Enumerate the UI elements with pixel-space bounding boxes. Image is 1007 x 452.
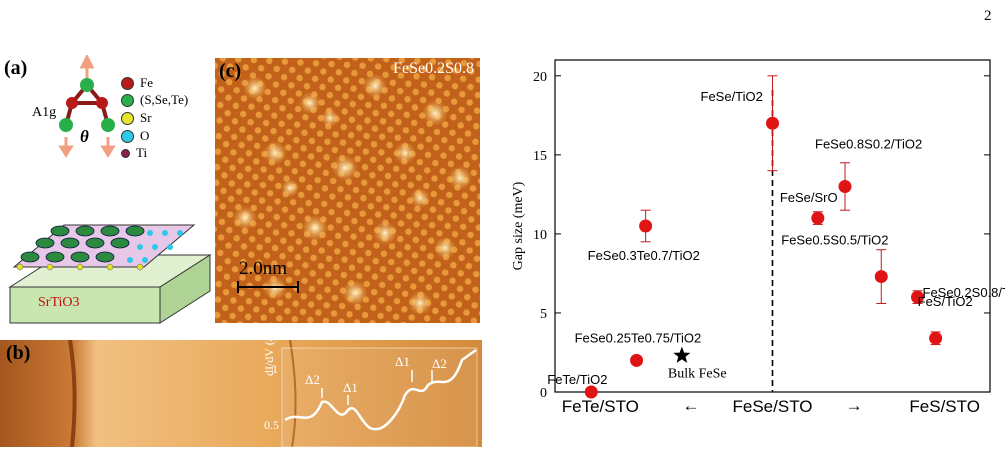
panel-c-label: (c) xyxy=(219,60,242,82)
data-point xyxy=(929,331,943,345)
x-category-label: FeSe/STO xyxy=(733,397,813,416)
spectra-ytick-1: 1 xyxy=(272,362,278,376)
spectra-ytick-0p5: 0.5 xyxy=(264,418,279,432)
data-point xyxy=(838,179,852,193)
peak-label-delta1-right: Δ1 xyxy=(395,354,410,369)
legend-sr: Sr xyxy=(121,110,152,126)
peak-label-delta1-left: Δ1 xyxy=(343,380,358,395)
legend-chalcogen: (S,Se,Te) xyxy=(121,92,188,108)
panel-a-label: (a) xyxy=(4,57,28,79)
data-point xyxy=(766,116,779,130)
y-tick-label: 0 xyxy=(540,386,547,401)
o-dot-icon xyxy=(121,129,134,143)
data-point-label: FeTe/TiO2 xyxy=(547,372,607,387)
data-point-label: FeSe0.25Te0.75/TiO2 xyxy=(575,330,702,345)
ti-dot-icon xyxy=(121,148,130,158)
legend-label: (S,Se,Te) xyxy=(140,92,189,107)
x-category-label: FeS/STO xyxy=(909,397,980,416)
panel-c-stm-image: (c) FeSe0.2S0.8 2.0nm xyxy=(215,58,480,323)
data-point xyxy=(639,219,653,233)
y-tick-label: 15 xyxy=(533,149,547,164)
star-marker-icon xyxy=(673,346,691,363)
scalebar-label: 2.0nm xyxy=(239,258,288,279)
data-point-label: FeSe/TiO2 xyxy=(701,89,763,104)
reference-label: Bulk FeSe xyxy=(668,367,727,382)
arrow-left-icon: ← xyxy=(682,396,699,415)
gap-size-chart: 0 5 10 15 20 Gap size (meV) FeTe/STO FeSe/STO Fe… xyxy=(500,50,1007,447)
y-axis-label: Gap size (meV) xyxy=(511,181,526,270)
substrate-label: SrTiO3 xyxy=(38,295,80,310)
chalcogen-dot-icon xyxy=(121,93,134,107)
peak-label-delta2-left: Δ2 xyxy=(305,372,320,387)
data-point-label: FeSe0.2S0.8/TiO2 xyxy=(923,285,1006,300)
legend-label: Sr xyxy=(140,110,152,125)
data-point-label: FeSe0.3Te0.7/TiO2 xyxy=(588,248,700,263)
fe-dot-icon xyxy=(121,76,134,90)
data-point-label: FeSe0.8S0.2/TiO2 xyxy=(815,136,922,151)
legend-o: O xyxy=(121,128,149,144)
panel-b-label: (b) xyxy=(6,342,31,364)
data-point xyxy=(911,290,924,304)
legend-fe: Fe xyxy=(121,75,153,91)
stm-topograph xyxy=(215,58,480,323)
data-point xyxy=(630,353,644,367)
y-tick-label: 20 xyxy=(533,70,547,85)
page-number: 2 xyxy=(984,8,992,24)
topography-with-spectra xyxy=(0,340,482,447)
legend-label: O xyxy=(140,128,150,143)
legend-ti: Ti xyxy=(121,145,147,161)
y-tick-label: 10 xyxy=(533,228,547,243)
data-point-label: FeS/TiO2 xyxy=(918,294,973,309)
theta-label: θ xyxy=(80,127,89,146)
y-tick-label: 5 xyxy=(540,307,547,322)
panel-a-structure: (a) xyxy=(0,55,215,330)
scalebar xyxy=(237,281,299,293)
legend-label: Fe xyxy=(140,75,153,90)
data-point xyxy=(874,270,888,284)
legend-label: Ti xyxy=(136,145,148,160)
stm-title: FeSe0.2S0.8 xyxy=(393,60,474,77)
gap-size-plot: 0 5 10 15 20 Gap size (meV) FeTe/STO FeSe/STO Fe… xyxy=(511,59,1007,416)
peak-label-delta2-right: Δ2 xyxy=(432,356,447,371)
panel-b-topography: (b) dI/dV (a. u.) 1 0.5 Δ2 Δ1 Δ1 Δ2 xyxy=(0,340,482,447)
data-point xyxy=(584,385,598,399)
sr-dot-icon xyxy=(121,111,134,125)
data-point-label: FeSe/SrO xyxy=(780,190,838,205)
arrow-right-icon: → xyxy=(846,396,863,415)
a1g-mode-diagram xyxy=(8,55,212,324)
data-point xyxy=(811,211,825,225)
x-category-label: FeTe/STO xyxy=(562,397,639,416)
data-point-label: FeSe0.5S0.5/TiO2 xyxy=(781,233,888,248)
a1g-mode-label: A1g xyxy=(32,105,57,120)
